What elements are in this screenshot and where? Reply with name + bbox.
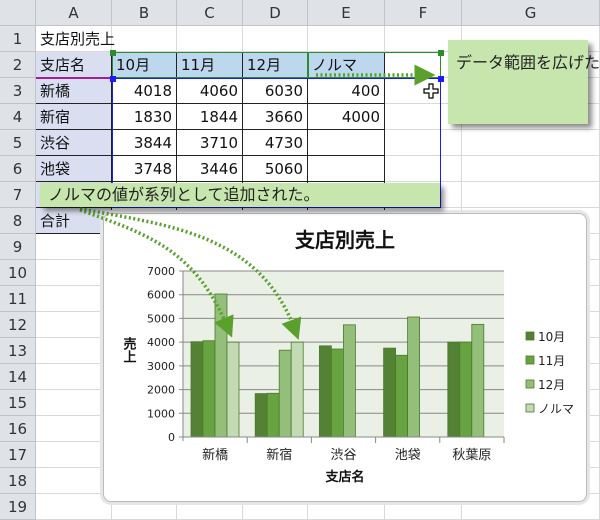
row-header-3[interactable]: 3 xyxy=(0,78,36,104)
cell[interactable]: 4730 xyxy=(243,130,308,156)
callout-range: データ範囲を広げた xyxy=(448,40,600,124)
cell[interactable]: 3748 xyxy=(112,156,177,182)
range-handle[interactable] xyxy=(438,50,444,56)
column-header-A[interactable]: A xyxy=(36,0,112,26)
y-axis-title: 売上 xyxy=(121,336,137,363)
row-header-16[interactable]: 16 xyxy=(0,416,36,442)
series-name-range[interactable] xyxy=(112,52,308,78)
cell[interactable]: 400 xyxy=(308,78,385,104)
category-range[interactable] xyxy=(36,77,112,79)
cell[interactable] xyxy=(308,156,385,182)
x-axis-title: 支店名 xyxy=(324,469,364,485)
column-header-B[interactable]: B xyxy=(112,0,177,26)
legend-label: ノルマ xyxy=(538,402,574,416)
series-name-range-extended[interactable] xyxy=(308,52,441,78)
cell[interactable]: 3844 xyxy=(112,130,177,156)
y-tick-label: 3000 xyxy=(147,360,175,373)
select-all-corner[interactable] xyxy=(0,0,36,26)
cell[interactable] xyxy=(177,26,243,52)
cell[interactable]: 5060 xyxy=(243,156,308,182)
y-tick-label: 0 xyxy=(168,431,175,444)
row-header-14[interactable]: 14 xyxy=(0,364,36,390)
cell[interactable]: 3710 xyxy=(177,130,243,156)
row-header-10[interactable]: 10 xyxy=(0,260,36,286)
legend-label: 10月 xyxy=(538,330,565,344)
cell[interactable]: 3660 xyxy=(243,104,308,130)
range-handle[interactable] xyxy=(110,50,116,56)
cell[interactable]: 4060 xyxy=(177,78,243,104)
cell[interactable]: 4000 xyxy=(308,104,385,130)
x-tick-label: 秋葉原 xyxy=(452,448,491,463)
range-handle[interactable] xyxy=(110,76,116,82)
row-header-15[interactable]: 15 xyxy=(0,390,36,416)
cell[interactable] xyxy=(243,26,308,52)
legend-swatch xyxy=(525,379,535,389)
cell[interactable]: 池袋 xyxy=(36,156,112,182)
cell[interactable]: 3446 xyxy=(177,156,243,182)
column-header-G[interactable]: G xyxy=(462,0,600,26)
y-tick-label: 5000 xyxy=(147,312,175,325)
row-header-6[interactable]: 6 xyxy=(0,156,36,182)
legend-swatch xyxy=(525,355,535,365)
cell[interactable] xyxy=(385,156,462,182)
column-header-E[interactable]: E xyxy=(308,0,385,26)
chart-title: 支店別売上 xyxy=(295,228,395,252)
column-header-C[interactable]: C xyxy=(177,0,243,26)
cell[interactable]: 支店別売上 xyxy=(36,26,115,52)
cell[interactable]: 6030 xyxy=(243,78,308,104)
legend-swatch xyxy=(525,331,535,341)
legend-label: 11月 xyxy=(538,354,565,368)
x-tick-label: 渋谷 xyxy=(330,448,356,463)
column-header-D[interactable]: D xyxy=(243,0,308,26)
cell[interactable] xyxy=(385,130,462,156)
y-tick-label: 6000 xyxy=(147,289,175,302)
y-tick-label: 2000 xyxy=(147,384,175,397)
row-header-5[interactable]: 5 xyxy=(0,130,36,156)
y-tick-label: 7000 xyxy=(147,265,175,278)
row-header-8[interactable]: 8 xyxy=(0,208,36,234)
x-tick-label: 新橋 xyxy=(202,447,228,463)
row-header-1[interactable]: 1 xyxy=(0,26,36,52)
row-header-12[interactable]: 12 xyxy=(0,312,36,338)
cell[interactable]: 渋谷 xyxy=(36,130,112,156)
cell[interactable]: 4018 xyxy=(112,78,177,104)
chart[interactable]: 0 1000 2000 3000 4000 5000 6000 7000 新橋 新宿 渋谷 池袋 秋葉原… xyxy=(103,213,587,502)
x-tick-label: 新宿 xyxy=(266,447,292,463)
row-header-9[interactable]: 9 xyxy=(0,234,36,260)
cell[interactable]: 10月 xyxy=(112,52,177,78)
chart-svg: 0 1000 2000 3000 4000 5000 6000 7000 新橋 新宿 渋谷 池袋 秋葉原… xyxy=(121,228,575,485)
move-cursor-icon xyxy=(423,83,439,99)
cell[interactable]: 新橋 xyxy=(36,78,112,104)
values-range[interactable] xyxy=(112,78,441,208)
y-tick-label: 1000 xyxy=(147,407,175,420)
row-header-2[interactable]: 2 xyxy=(0,52,36,78)
cell[interactable]: 1844 xyxy=(177,104,243,130)
cell[interactable] xyxy=(308,130,385,156)
callout-series: ノルマの値が系列として追加された。 xyxy=(40,183,440,207)
range-handle[interactable] xyxy=(438,76,444,82)
cell[interactable]: 新宿 xyxy=(36,104,112,130)
legend-label: 12月 xyxy=(538,378,565,392)
legend-swatch xyxy=(525,403,535,413)
row-header-11[interactable]: 11 xyxy=(0,286,36,312)
arrow-series-2 xyxy=(79,207,302,340)
x-tick-label: 池袋 xyxy=(395,448,421,463)
column-header-F[interactable]: F xyxy=(385,0,462,26)
cell[interactable] xyxy=(112,26,177,52)
y-tick-label: 4000 xyxy=(147,336,175,349)
arrow-series-1 xyxy=(79,208,234,338)
row-header-18[interactable]: 18 xyxy=(0,468,36,494)
cell[interactable] xyxy=(385,26,462,52)
row-header-17[interactable]: 17 xyxy=(0,442,36,468)
cell[interactable]: 1830 xyxy=(112,104,177,130)
row-header-4[interactable]: 4 xyxy=(0,104,36,130)
row-header-7[interactable]: 7 xyxy=(0,182,36,208)
row-header-13[interactable]: 13 xyxy=(0,338,36,364)
cell[interactable] xyxy=(308,26,385,52)
